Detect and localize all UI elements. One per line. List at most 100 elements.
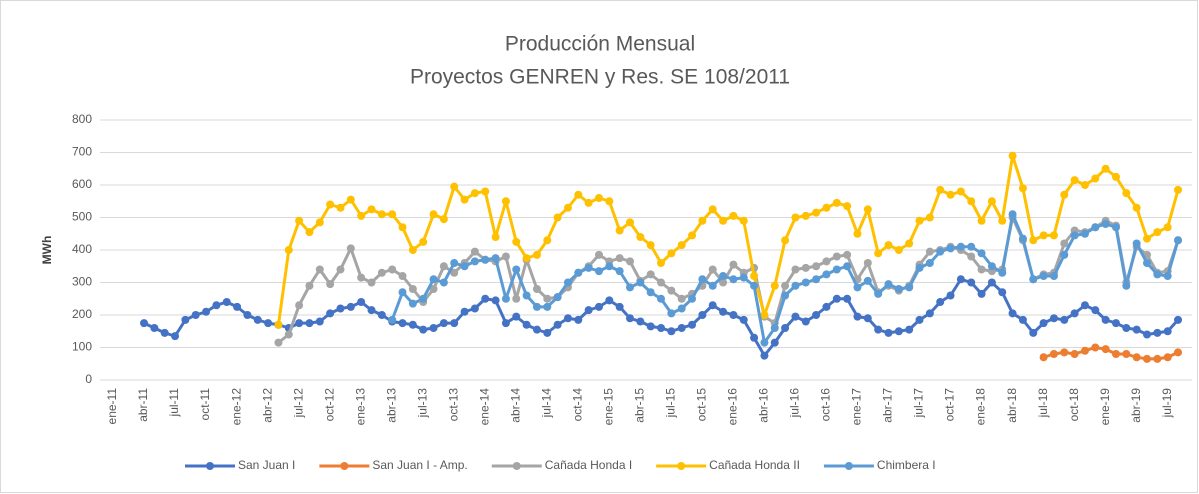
data-point bbox=[532, 302, 541, 311]
data-point bbox=[563, 278, 572, 287]
data-point bbox=[491, 233, 500, 241]
data-point bbox=[377, 210, 386, 219]
data-point bbox=[574, 190, 583, 199]
data-point bbox=[667, 327, 676, 336]
data-point bbox=[512, 294, 521, 303]
data-point bbox=[677, 294, 686, 303]
data-point bbox=[388, 265, 397, 274]
data-point bbox=[470, 189, 479, 198]
data-point bbox=[843, 262, 852, 271]
data-point bbox=[233, 302, 242, 311]
data-point bbox=[439, 215, 448, 224]
x-tick-label: abr-15 bbox=[633, 388, 647, 423]
y-tick-label: 700 bbox=[72, 145, 92, 159]
data-point bbox=[832, 294, 841, 303]
data-point bbox=[171, 332, 180, 341]
legend-label: Cañada Honda II bbox=[709, 458, 800, 472]
data-point bbox=[646, 270, 655, 279]
data-point bbox=[791, 312, 800, 321]
x-tick-label: abr-14 bbox=[508, 388, 522, 423]
data-point bbox=[708, 281, 717, 290]
data-point bbox=[315, 218, 324, 227]
data-point bbox=[894, 285, 903, 293]
data-point bbox=[760, 311, 769, 319]
data-point bbox=[905, 239, 914, 248]
data-point bbox=[719, 307, 728, 316]
data-point bbox=[667, 286, 676, 295]
data-point bbox=[915, 216, 924, 225]
data-point bbox=[998, 216, 1007, 225]
legend-marker bbox=[844, 462, 853, 470]
x-tick-label: abr-13 bbox=[384, 388, 398, 423]
data-point bbox=[1091, 306, 1100, 315]
x-tick-label: oct-13 bbox=[446, 388, 460, 422]
x-tick-label: oct-11 bbox=[198, 388, 212, 421]
x-tick-label: abr-17 bbox=[881, 388, 895, 423]
data-point bbox=[843, 202, 852, 211]
data-point bbox=[284, 246, 293, 254]
data-point bbox=[874, 289, 883, 298]
data-point bbox=[791, 281, 800, 290]
data-point bbox=[967, 278, 976, 287]
data-point bbox=[739, 216, 748, 225]
data-point bbox=[925, 259, 934, 267]
data-point bbox=[295, 319, 304, 328]
data-point bbox=[1049, 314, 1058, 323]
data-point bbox=[408, 299, 417, 308]
data-point bbox=[812, 208, 821, 217]
data-point bbox=[812, 311, 821, 319]
data-point bbox=[1060, 239, 1069, 248]
data-point bbox=[1163, 327, 1172, 336]
data-point bbox=[202, 307, 211, 316]
data-point bbox=[719, 278, 728, 287]
data-point bbox=[1153, 228, 1162, 237]
data-point bbox=[615, 226, 624, 235]
data-point bbox=[543, 328, 552, 337]
data-point bbox=[1163, 353, 1172, 362]
data-point bbox=[305, 281, 314, 290]
x-tick-label: ene-16 bbox=[726, 388, 740, 426]
data-point bbox=[646, 241, 655, 250]
data-point bbox=[543, 294, 552, 303]
data-point bbox=[977, 289, 986, 298]
x-tick-label: oct-15 bbox=[695, 388, 709, 422]
data-point bbox=[1111, 350, 1120, 358]
data-point bbox=[677, 304, 686, 313]
legend-label: Chimbera I bbox=[877, 458, 936, 472]
data-point bbox=[419, 237, 428, 246]
x-tick-label: ene-17 bbox=[850, 388, 864, 426]
legend-label: San Juan I - Amp. bbox=[372, 458, 467, 472]
data-point bbox=[688, 231, 697, 240]
x-tick-label: jul-13 bbox=[415, 388, 429, 419]
x-tick-label: abr-11 bbox=[136, 388, 150, 422]
data-point bbox=[936, 247, 945, 256]
data-point bbox=[1091, 223, 1100, 232]
data-point bbox=[832, 265, 841, 274]
data-point bbox=[1080, 229, 1089, 238]
data-point bbox=[967, 197, 976, 206]
data-point bbox=[956, 275, 965, 284]
data-point bbox=[874, 249, 883, 258]
data-point bbox=[822, 302, 831, 311]
data-point bbox=[1029, 236, 1038, 245]
data-point bbox=[212, 301, 221, 310]
x-tick-label: abr-19 bbox=[1129, 388, 1143, 423]
data-point bbox=[1163, 272, 1172, 280]
data-point bbox=[470, 304, 479, 313]
data-point bbox=[460, 307, 469, 316]
data-point bbox=[781, 291, 790, 300]
data-point bbox=[812, 275, 821, 284]
data-point bbox=[584, 306, 593, 315]
data-point bbox=[470, 257, 479, 266]
data-point bbox=[750, 333, 759, 342]
data-point bbox=[1132, 239, 1141, 248]
data-point bbox=[657, 294, 666, 303]
data-point bbox=[305, 228, 314, 237]
data-point bbox=[977, 249, 986, 258]
data-point bbox=[967, 242, 976, 251]
y-tick-label: 300 bbox=[72, 275, 92, 289]
data-point bbox=[377, 268, 386, 277]
data-point bbox=[563, 203, 572, 212]
y-tick-label: 0 bbox=[85, 372, 92, 386]
data-point bbox=[1153, 328, 1162, 337]
